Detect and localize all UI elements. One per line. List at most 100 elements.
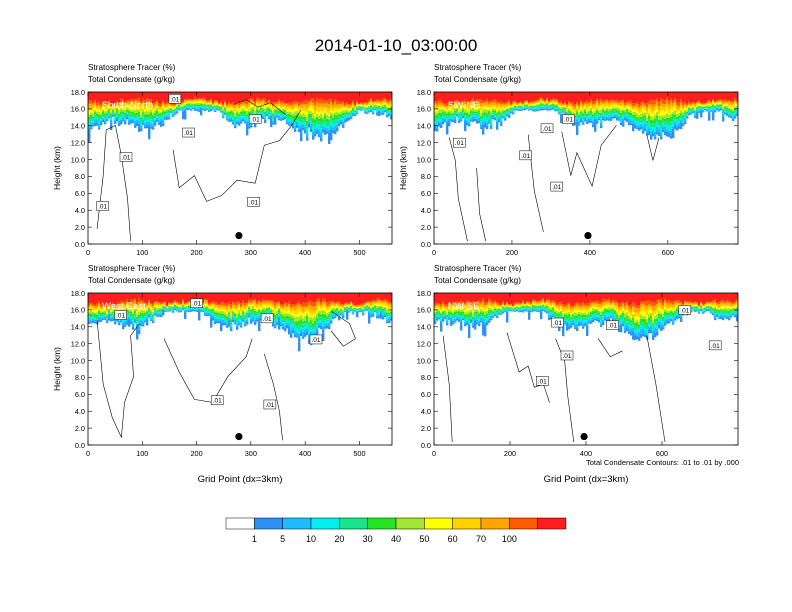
contour-label-box <box>248 114 262 124</box>
y-tick-label: 10.0 <box>417 356 431 365</box>
contour-label: .01 <box>210 395 224 405</box>
colorbar-label: 10 <box>306 534 316 544</box>
colorbar-swatch <box>367 517 397 530</box>
y-tick-label: 4.0 <box>75 206 85 215</box>
colorbar-label: 50 <box>419 534 429 544</box>
contour-label-text: .01 <box>608 323 617 330</box>
contour-label: .01 <box>560 350 574 361</box>
colorbar-label: 5 <box>280 534 285 544</box>
contour-label-box <box>540 123 554 134</box>
y-tick-label: 6.0 <box>421 189 431 198</box>
condensate-contours <box>442 332 666 443</box>
x-tick-label: 400 <box>584 248 596 257</box>
colorbar-swatch <box>537 517 567 530</box>
y-tick-label: 14.0 <box>417 323 431 332</box>
y-tick-label: 14.0 <box>417 122 431 131</box>
y-axis: 0.0 2.0 4.0 6.0 8.0 10.0 12.0 14.0 16.0 18.0 Heigh… <box>52 289 392 450</box>
panels-group: .01 .01 .01 .01 .01 .01 South-North Stratospher… <box>52 63 739 485</box>
contour-line <box>330 310 356 347</box>
location-marker <box>580 432 588 441</box>
contour-label-box <box>519 150 532 161</box>
colorbar-swatch <box>339 517 368 530</box>
contour-label: .01 <box>551 317 564 328</box>
contour-line <box>448 137 468 242</box>
contour-label-text: .01 <box>711 343 720 350</box>
colorbar-swatch <box>225 517 255 530</box>
contour-label-text: .01 <box>116 312 125 319</box>
y-tick-label: 18.0 <box>417 289 431 298</box>
y-tick-label: 2.0 <box>421 424 431 433</box>
panel-2: .01 .01 .01 .01 .01 SW-NE Stratosphere Tracer … <box>398 63 739 257</box>
contour-line <box>476 167 486 242</box>
y-tick-label: 18.0 <box>71 88 85 97</box>
y-axis-label: Height (km) <box>398 146 408 190</box>
x-tick-label: 200 <box>190 248 202 257</box>
x-axis: 0 100 200 300 400 500 <box>86 92 366 257</box>
contour-label-text: .01 <box>680 307 689 314</box>
colorbar-label: 40 <box>391 534 401 544</box>
contour-label: .01 <box>708 340 722 351</box>
contour-line <box>442 335 453 443</box>
colorbar: 1 5 10 20 30 40 50 60 70 100 <box>225 517 567 544</box>
panel-header-condensate: Total Condensate (g/kg) <box>88 276 175 285</box>
panel-header-tracer: Stratosphere Tracer (%) <box>434 63 522 72</box>
y-tick-label: 0.0 <box>75 441 85 450</box>
contour-label-text: .01 <box>249 199 258 206</box>
contour-line <box>233 99 286 116</box>
contour-label: .01 <box>519 150 532 161</box>
contour-label: .01 <box>96 201 109 211</box>
x-tick-label: 100 <box>136 449 148 458</box>
location-marker <box>584 231 592 240</box>
contour-label-box <box>119 152 133 162</box>
contour-note: Total Condensate Contours: .01 to .01 by… <box>586 458 739 467</box>
y-tick-label: 2.0 <box>421 223 431 232</box>
colorbar-label: 1 <box>252 534 257 544</box>
contour-label-text: .01 <box>564 117 573 124</box>
contour-label-box <box>551 317 564 328</box>
y-tick-label: 0.0 <box>421 441 431 450</box>
colorbar-label: 100 <box>502 534 517 544</box>
contour-label-box <box>182 127 195 138</box>
contour-label-text: .01 <box>552 184 561 191</box>
y-axis-label: Height (km) <box>52 146 62 190</box>
y-axis: 0.0 2.0 4.0 6.0 8.0 10.0 12.0 14.0 16.0 18.0 Heigh… <box>398 88 738 249</box>
panel-label: SW-NE <box>448 100 480 111</box>
panel-1: .01 .01 .01 .01 .01 .01 South-North Stratospher… <box>52 63 393 257</box>
contour-label-text: .01 <box>265 402 274 409</box>
plot-frame <box>87 292 393 446</box>
y-tick-label: 16.0 <box>417 105 431 114</box>
contour-label-box <box>168 94 182 104</box>
contour-label: .01 <box>260 313 274 324</box>
x-tick-label: 100 <box>136 248 148 257</box>
contour-label-box <box>96 201 109 211</box>
y-axis: 0.0 2.0 4.0 6.0 8.0 10.0 12.0 14.0 16.0 18.0 Heigh… <box>52 88 392 249</box>
contour-label-text: .01 <box>170 96 179 103</box>
contour-label-text: .01 <box>121 155 130 162</box>
x-tick-label: 500 <box>353 449 365 458</box>
panel-3: .01.01.01.01.01.01West-EastStratosphere … <box>52 264 393 485</box>
contour-label: .01 <box>168 94 182 104</box>
y-tick-label: 6.0 <box>75 390 85 399</box>
x-tick-label: 400 <box>299 248 311 257</box>
colorbar-swatch <box>509 517 538 530</box>
colorbar-swatch <box>282 517 312 530</box>
x-tick-label: 0 <box>86 449 90 458</box>
contour-label-text: .01 <box>98 204 107 211</box>
contour-line <box>96 320 140 439</box>
contour-label-text: .01 <box>184 130 193 137</box>
contour-label: .01 <box>263 399 277 410</box>
y-tick-label: 2.0 <box>75 223 85 232</box>
colorbar-swatch <box>254 517 283 530</box>
x-axis: 0 200 400 600 <box>432 92 674 257</box>
y-tick-label: 18.0 <box>71 289 85 298</box>
contour-label: .01 <box>606 320 619 330</box>
contour-label-box <box>260 313 274 324</box>
contour-label-box <box>562 114 575 124</box>
contour-line <box>264 353 283 441</box>
contour-label: .01 <box>182 127 195 138</box>
condensate-contours <box>96 99 302 242</box>
x-tick-label: 300 <box>245 248 257 257</box>
contour-label-box <box>210 395 224 405</box>
contour-label: .01 <box>550 181 564 192</box>
colorbar-swatch <box>424 517 453 530</box>
